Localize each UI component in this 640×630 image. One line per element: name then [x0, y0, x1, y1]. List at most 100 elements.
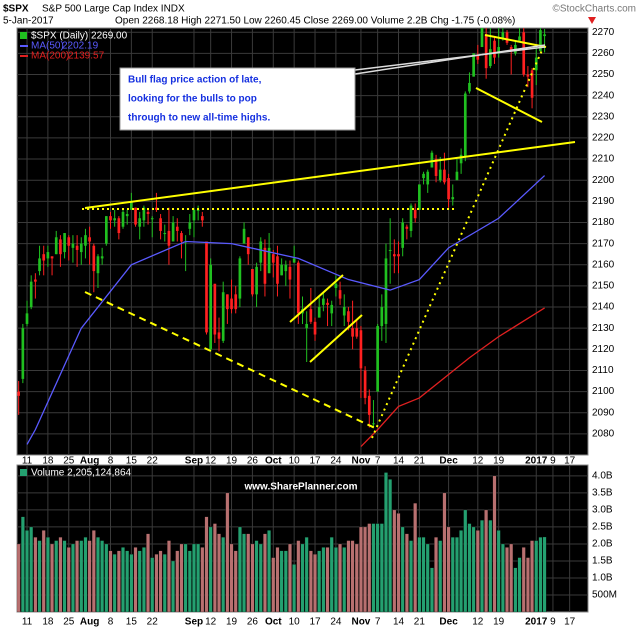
- candle-body: [192, 209, 196, 221]
- candle-body: [46, 252, 50, 259]
- volume-bar: [20, 516, 25, 612]
- volume-bar: [275, 547, 280, 612]
- candle-body: [468, 82, 471, 92]
- y-tick-label: 2200: [592, 175, 615, 186]
- candle-body: [230, 298, 233, 310]
- candle-body: [92, 245, 96, 272]
- candle-body: [472, 53, 475, 77]
- symbol: $SPX: [3, 4, 29, 15]
- volume-tick-label: 500M: [592, 590, 617, 601]
- candle-body: [213, 283, 217, 335]
- volume-bar: [325, 547, 330, 612]
- volume-bar: [371, 523, 376, 612]
- volume-bar: [388, 479, 393, 612]
- candle-body: [146, 211, 150, 215]
- legend-label: MA(50): [31, 41, 64, 52]
- x-tick-label: 10: [289, 617, 301, 628]
- candle-body: [29, 281, 33, 308]
- candle-body: [413, 209, 417, 219]
- volume-bar: [175, 550, 180, 612]
- x-tick-label: 26: [247, 456, 259, 467]
- x-tick-label: Aug: [80, 456, 99, 467]
- volume-bar: [221, 536, 226, 612]
- candle-body: [543, 34, 546, 37]
- legend-swatch: [20, 469, 27, 476]
- candle-body: [75, 245, 79, 250]
- moving-average: [360, 307, 545, 448]
- candle-body: [113, 218, 117, 221]
- volume-bar: [425, 543, 430, 612]
- volume-bar: [488, 519, 493, 612]
- x-tick-label: 14: [393, 617, 405, 628]
- volume-bar: [542, 536, 547, 612]
- volume-bar: [513, 567, 518, 612]
- candle-body: [180, 233, 183, 242]
- volume-bar: [171, 560, 176, 612]
- volume-bar: [400, 526, 405, 612]
- x-tick-label: 7: [375, 456, 381, 467]
- candle-body: [292, 258, 296, 263]
- volume-bar: [446, 526, 451, 612]
- candle-body: [443, 169, 446, 183]
- x-tick-label: 12: [472, 456, 484, 467]
- volume-bar: [459, 530, 464, 612]
- volume-bar: [112, 554, 117, 612]
- volume-bar: [317, 550, 322, 612]
- candle-body: [188, 222, 192, 229]
- volume-bar: [288, 543, 292, 612]
- volume-bar: [71, 543, 75, 612]
- candle-body: [309, 309, 313, 322]
- x-tick-label: 17: [564, 617, 576, 628]
- volume-bar: [162, 554, 167, 612]
- volume-bar: [200, 547, 205, 612]
- volume-bar: [50, 543, 54, 612]
- volume-bar: [500, 543, 505, 612]
- volume-bar: [146, 533, 150, 612]
- volume-bar: [54, 540, 59, 612]
- y-tick-label: 2250: [592, 69, 615, 80]
- volume-bar: [463, 509, 468, 612]
- volume-bar: [66, 547, 71, 612]
- volume-bar: [96, 536, 100, 612]
- volume-bar: [354, 543, 359, 612]
- y-tick-label: 2220: [592, 133, 615, 144]
- x-tick-label: 2017: [525, 456, 548, 467]
- legend-label: MA(200): [31, 51, 69, 62]
- volume-bar: [258, 543, 263, 612]
- volume-bar: [417, 536, 422, 612]
- candle-body: [342, 307, 346, 316]
- y-tick-label: 2190: [592, 196, 615, 207]
- volume-bar: [313, 554, 317, 612]
- candle-body: [42, 254, 46, 261]
- candle-body: [125, 214, 129, 217]
- y-tick-label: 2230: [592, 111, 615, 122]
- volume-bar: [141, 547, 146, 612]
- candle-body: [367, 395, 371, 415]
- y-tick-label: 2090: [592, 407, 615, 418]
- volume-bar: [121, 547, 125, 612]
- candle-body: [363, 370, 367, 398]
- candle-body: [447, 178, 450, 200]
- candle-body: [409, 205, 413, 231]
- volume-bar: [187, 550, 192, 612]
- quote: Open 2268.18 High 2271.50 Low 2260.45 Cl…: [115, 16, 515, 27]
- volume-bar: [179, 543, 184, 612]
- volume-bar: [217, 533, 221, 612]
- volume-bar: [329, 536, 334, 612]
- candle-body: [50, 256, 54, 259]
- candle-body: [284, 264, 288, 272]
- volume-bar: [434, 536, 438, 612]
- volume-bar: [100, 540, 105, 612]
- candle-body: [426, 171, 430, 185]
- volume-bar: [396, 513, 401, 612]
- volume-bar: [263, 533, 267, 612]
- volume-bar: [29, 526, 34, 612]
- annotation-box: [119, 67, 356, 131]
- candle-body: [163, 233, 167, 235]
- volume-bar: [192, 543, 196, 612]
- volume-bar: [367, 523, 372, 612]
- volume-bar: [333, 547, 338, 612]
- y-tick-label: 2170: [592, 238, 615, 249]
- volume-bar: [229, 543, 234, 612]
